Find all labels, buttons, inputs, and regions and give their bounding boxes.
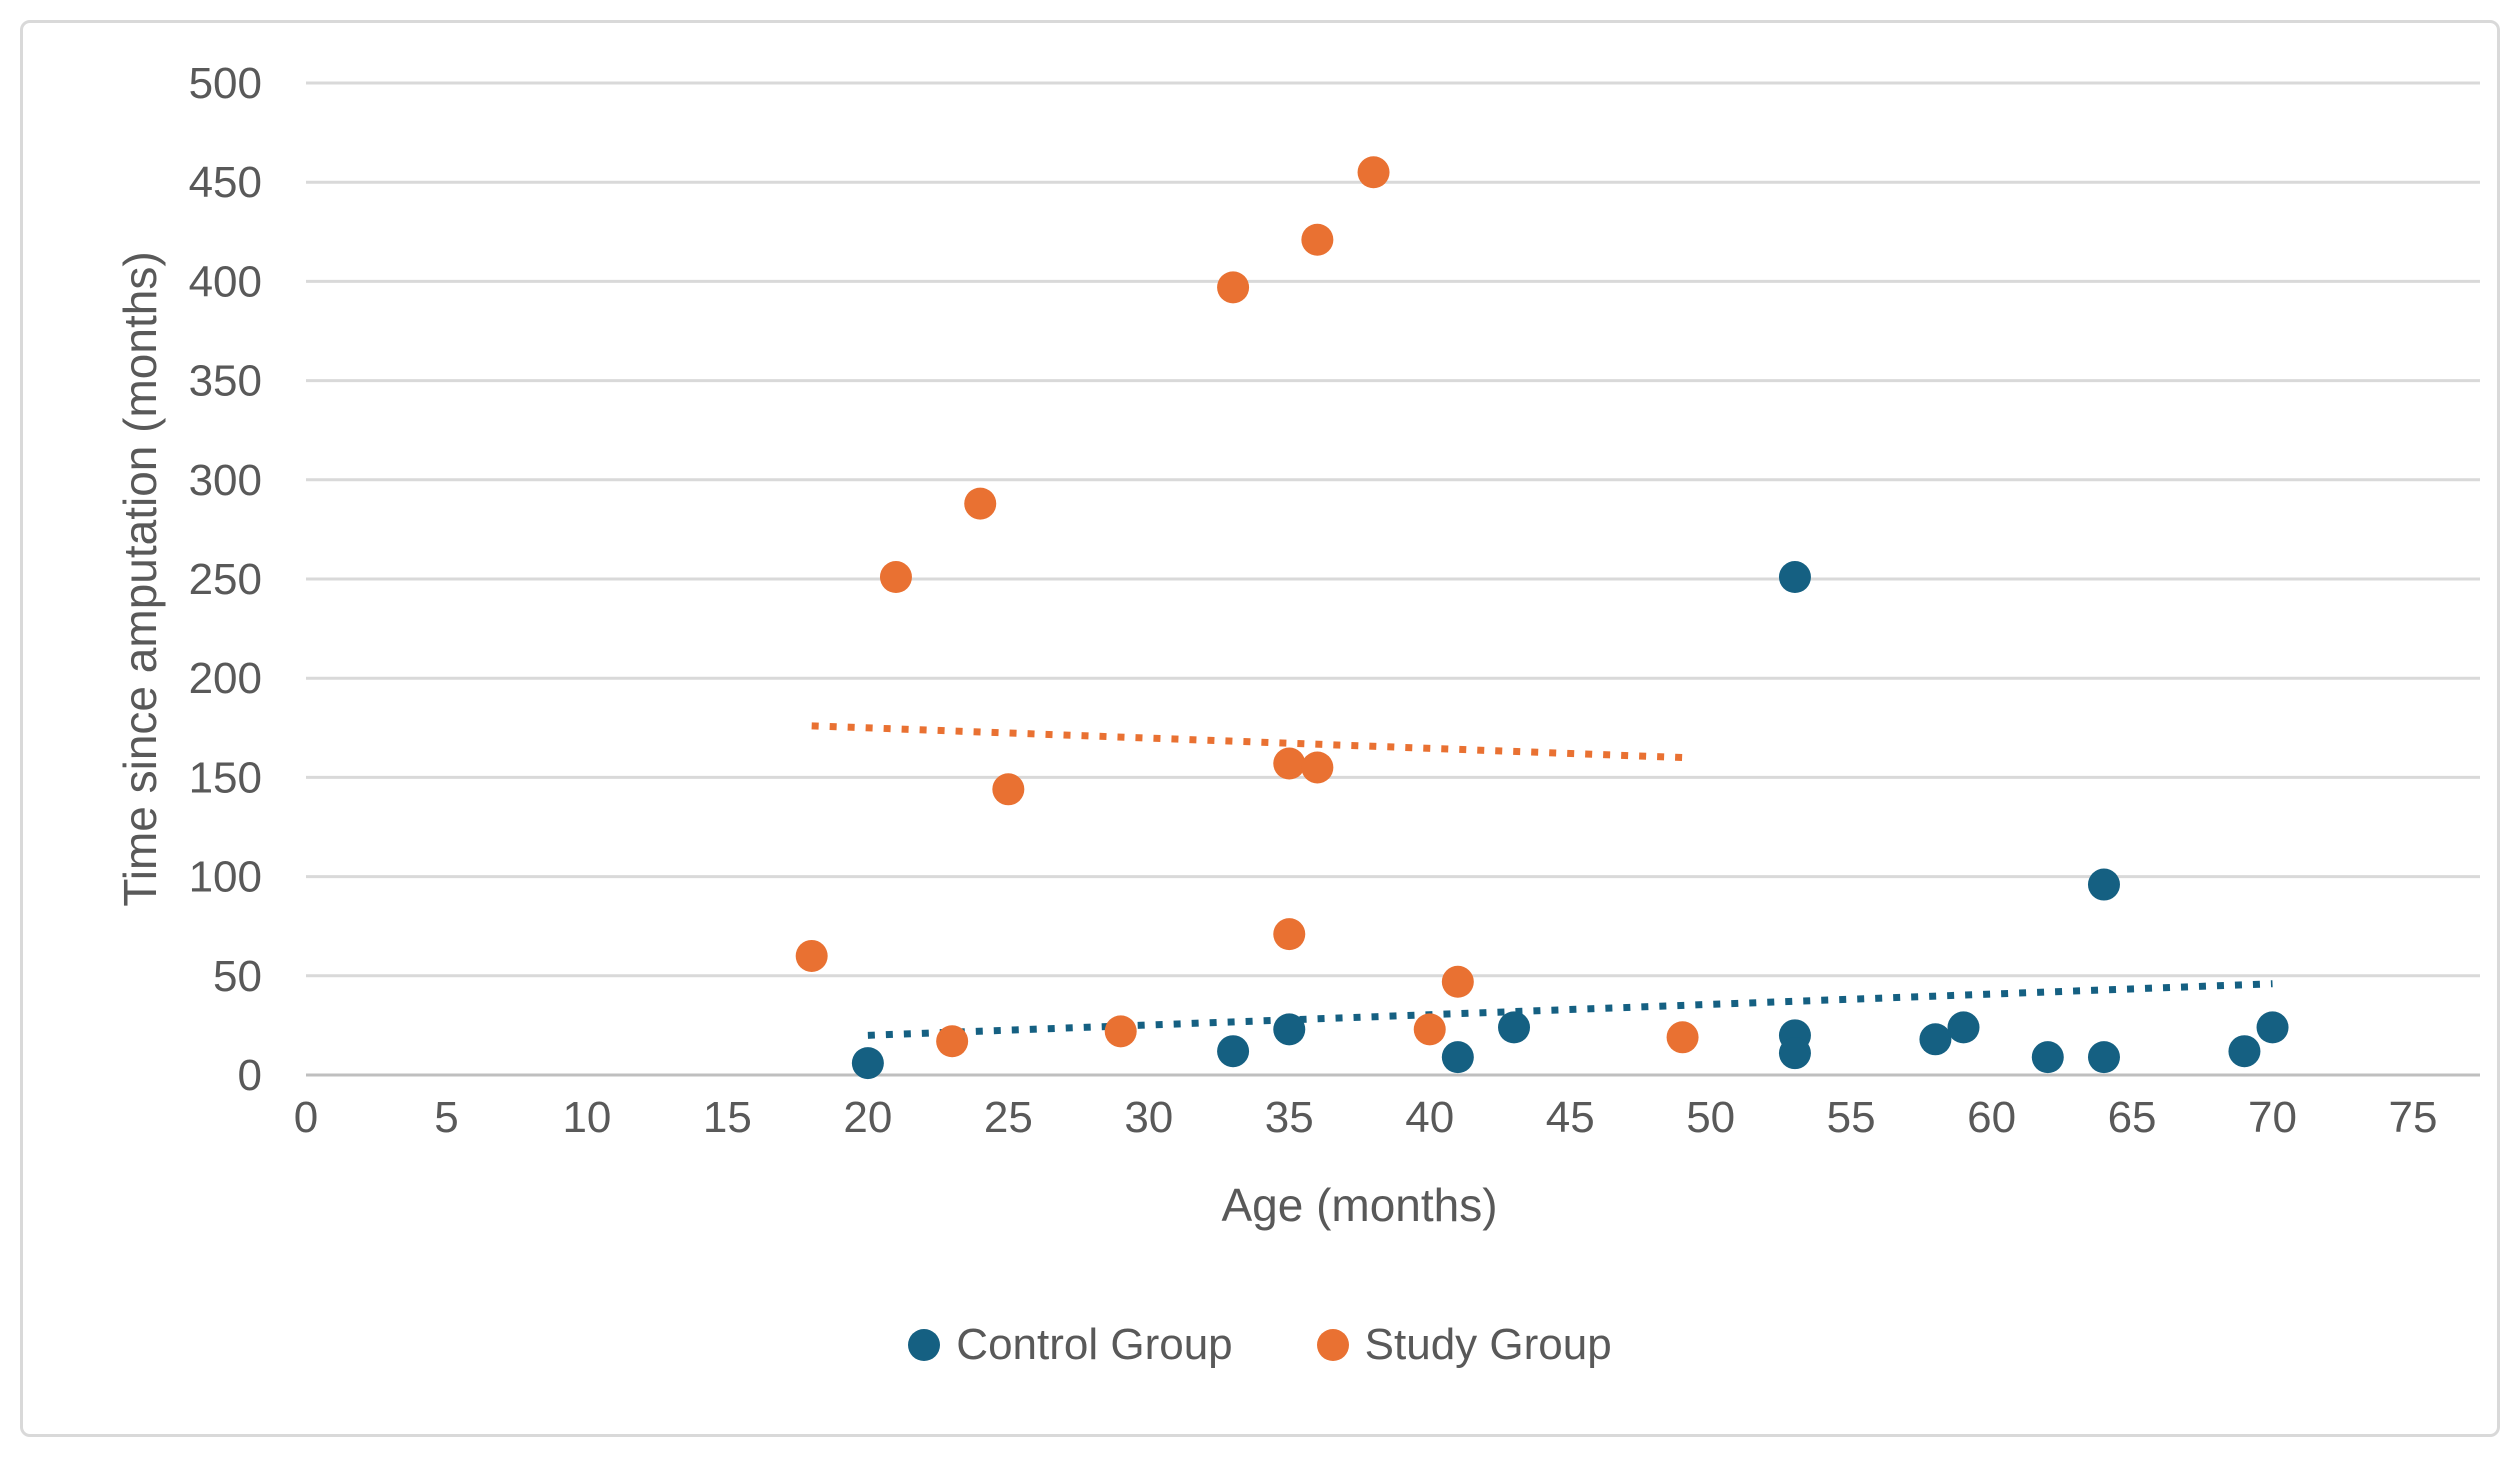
data-point-control-group [2087, 1041, 2120, 1074]
data-point-study-group [1441, 965, 1474, 998]
x-tick-label: 20 [843, 1093, 892, 1142]
data-point-study-group [1217, 271, 1250, 304]
data-point-study-group [964, 487, 997, 520]
x-tick-label: 25 [984, 1093, 1033, 1142]
x-tick-label: 30 [1124, 1093, 1173, 1142]
legend-item-control-group: Control Group [908, 1320, 1233, 1370]
x-tick-label: 10 [562, 1093, 611, 1142]
legend-label-study-group: Study Group [1364, 1320, 1612, 1369]
x-tick-label: 15 [703, 1093, 752, 1142]
data-point-control-group [1778, 561, 1811, 594]
legend-label-control-group: Control Group [956, 1320, 1233, 1369]
y-tick-label: 300 [189, 456, 262, 505]
x-tick-label: 55 [1827, 1093, 1876, 1142]
data-point-study-group [1413, 1013, 1446, 1046]
data-point-control-group [2256, 1011, 2289, 1044]
y-tick-label: 400 [189, 257, 262, 306]
data-point-control-group [1217, 1035, 1250, 1068]
data-point-study-group [795, 939, 828, 972]
y-tick-label: 350 [189, 357, 262, 406]
data-point-control-group [1498, 1011, 1531, 1044]
x-tick-label: 35 [1265, 1093, 1314, 1142]
x-tick-label: 70 [2248, 1093, 2297, 1142]
y-tick-label: 450 [189, 158, 262, 207]
data-point-study-group [992, 773, 1025, 806]
y-tick-label: 50 [213, 952, 262, 1001]
x-tick-label: 65 [2108, 1093, 2157, 1142]
y-tick-label: 100 [189, 853, 262, 902]
data-point-study-group [1301, 751, 1334, 784]
legend-marker-study-group-icon [1316, 1329, 1349, 1361]
y-tick-label: 0 [238, 1051, 262, 1100]
x-tick-label: 0 [294, 1093, 318, 1142]
data-point-control-group [1919, 1023, 1952, 1056]
data-point-study-group [879, 561, 912, 594]
y-tick-label: 500 [189, 59, 262, 108]
data-point-study-group [1104, 1015, 1137, 1048]
legend-item-study-group: Study Group [1316, 1320, 1612, 1370]
x-tick-label: 45 [1546, 1093, 1595, 1142]
data-point-study-group [1273, 918, 1306, 951]
legend-marker-control-group-icon [908, 1329, 941, 1361]
x-tick-label: 40 [1405, 1093, 1454, 1142]
data-point-study-group [1666, 1021, 1699, 1054]
x-tick-label: 60 [1967, 1093, 2016, 1142]
data-point-study-group [1301, 223, 1334, 256]
data-point-control-group [2031, 1041, 2064, 1074]
y-tick-label: 150 [189, 753, 262, 802]
data-point-control-group [2228, 1035, 2261, 1068]
chart-outer-border [20, 20, 2500, 1437]
data-point-control-group [1947, 1011, 1980, 1044]
data-point-study-group [936, 1025, 969, 1058]
data-point-study-group [1273, 747, 1306, 780]
data-point-control-group [1441, 1041, 1474, 1074]
x-tick-label: 5 [434, 1093, 458, 1142]
data-point-control-group [1778, 1037, 1811, 1070]
trendline-study-group [811, 722, 1683, 762]
x-tick-label: 75 [2389, 1093, 2438, 1142]
y-tick-label: 250 [189, 555, 262, 604]
trendline-control-group [867, 980, 2273, 1039]
data-point-study-group [1357, 156, 1390, 189]
legend: Control Group Study Group [0, 1320, 2520, 1370]
x-tick-label: 50 [1686, 1093, 1735, 1142]
data-point-control-group [2087, 868, 2120, 901]
y-tick-label: 200 [189, 654, 262, 703]
x-axis-title: Age (months) [1221, 1179, 1498, 1231]
data-point-control-group [1273, 1013, 1306, 1046]
data-point-control-group [851, 1047, 884, 1080]
y-axis-title: Time since amputation (months) [114, 251, 166, 907]
